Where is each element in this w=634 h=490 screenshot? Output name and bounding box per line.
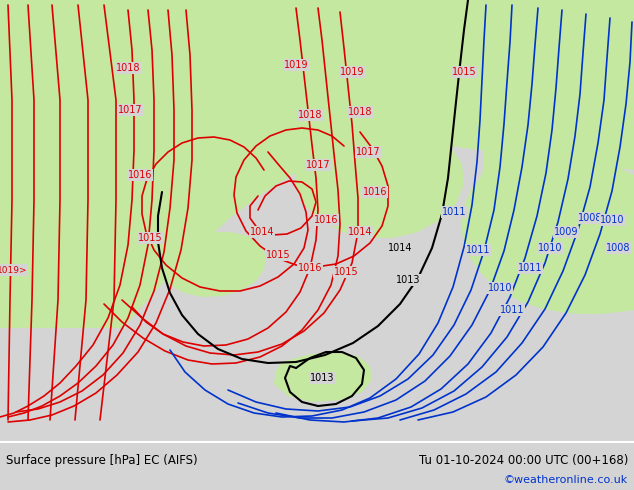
Text: 1019: 1019: [284, 60, 308, 70]
Text: 1019: 1019: [340, 67, 365, 77]
Polygon shape: [0, 0, 634, 328]
Text: 1014: 1014: [388, 243, 412, 253]
Text: 1011: 1011: [518, 263, 542, 273]
Text: 1011: 1011: [500, 305, 524, 315]
Text: Surface pressure [hPa] EC (AIFS): Surface pressure [hPa] EC (AIFS): [6, 454, 198, 467]
Text: 1009: 1009: [553, 227, 578, 237]
Text: 1011: 1011: [466, 245, 490, 255]
Polygon shape: [152, 232, 266, 297]
Text: 1016: 1016: [298, 263, 322, 273]
Text: 1010: 1010: [538, 243, 562, 253]
Text: 1019>: 1019>: [0, 266, 27, 274]
Text: 1018: 1018: [348, 107, 372, 117]
Text: 1013: 1013: [310, 373, 334, 383]
Text: 1013: 1013: [396, 275, 420, 285]
Text: 1014: 1014: [348, 227, 372, 237]
Text: 1015: 1015: [333, 267, 358, 277]
Text: 1008: 1008: [605, 243, 630, 253]
Text: 1018: 1018: [116, 63, 140, 73]
Text: 1015: 1015: [266, 250, 290, 260]
Polygon shape: [461, 150, 634, 314]
Text: 1017: 1017: [306, 160, 330, 170]
Text: 1011: 1011: [442, 207, 466, 217]
Text: 1017: 1017: [118, 105, 142, 115]
Text: 1016: 1016: [363, 187, 387, 197]
Text: 1010: 1010: [488, 283, 512, 293]
Text: 1016: 1016: [127, 170, 152, 180]
Polygon shape: [274, 352, 372, 402]
Polygon shape: [296, 122, 464, 238]
Text: Tu 01-10-2024 00:00 UTC (00+168): Tu 01-10-2024 00:00 UTC (00+168): [418, 454, 628, 467]
Text: 1018: 1018: [298, 110, 322, 120]
Text: 1010: 1010: [600, 215, 624, 225]
Text: 1015: 1015: [138, 233, 162, 243]
Text: 1017: 1017: [356, 147, 380, 157]
Polygon shape: [0, 0, 634, 441]
Text: ©weatheronline.co.uk: ©weatheronline.co.uk: [504, 475, 628, 485]
Text: 1014: 1014: [250, 227, 275, 237]
Text: 1008: 1008: [578, 213, 602, 223]
Text: 1016: 1016: [314, 215, 339, 225]
Text: 1015: 1015: [451, 67, 476, 77]
